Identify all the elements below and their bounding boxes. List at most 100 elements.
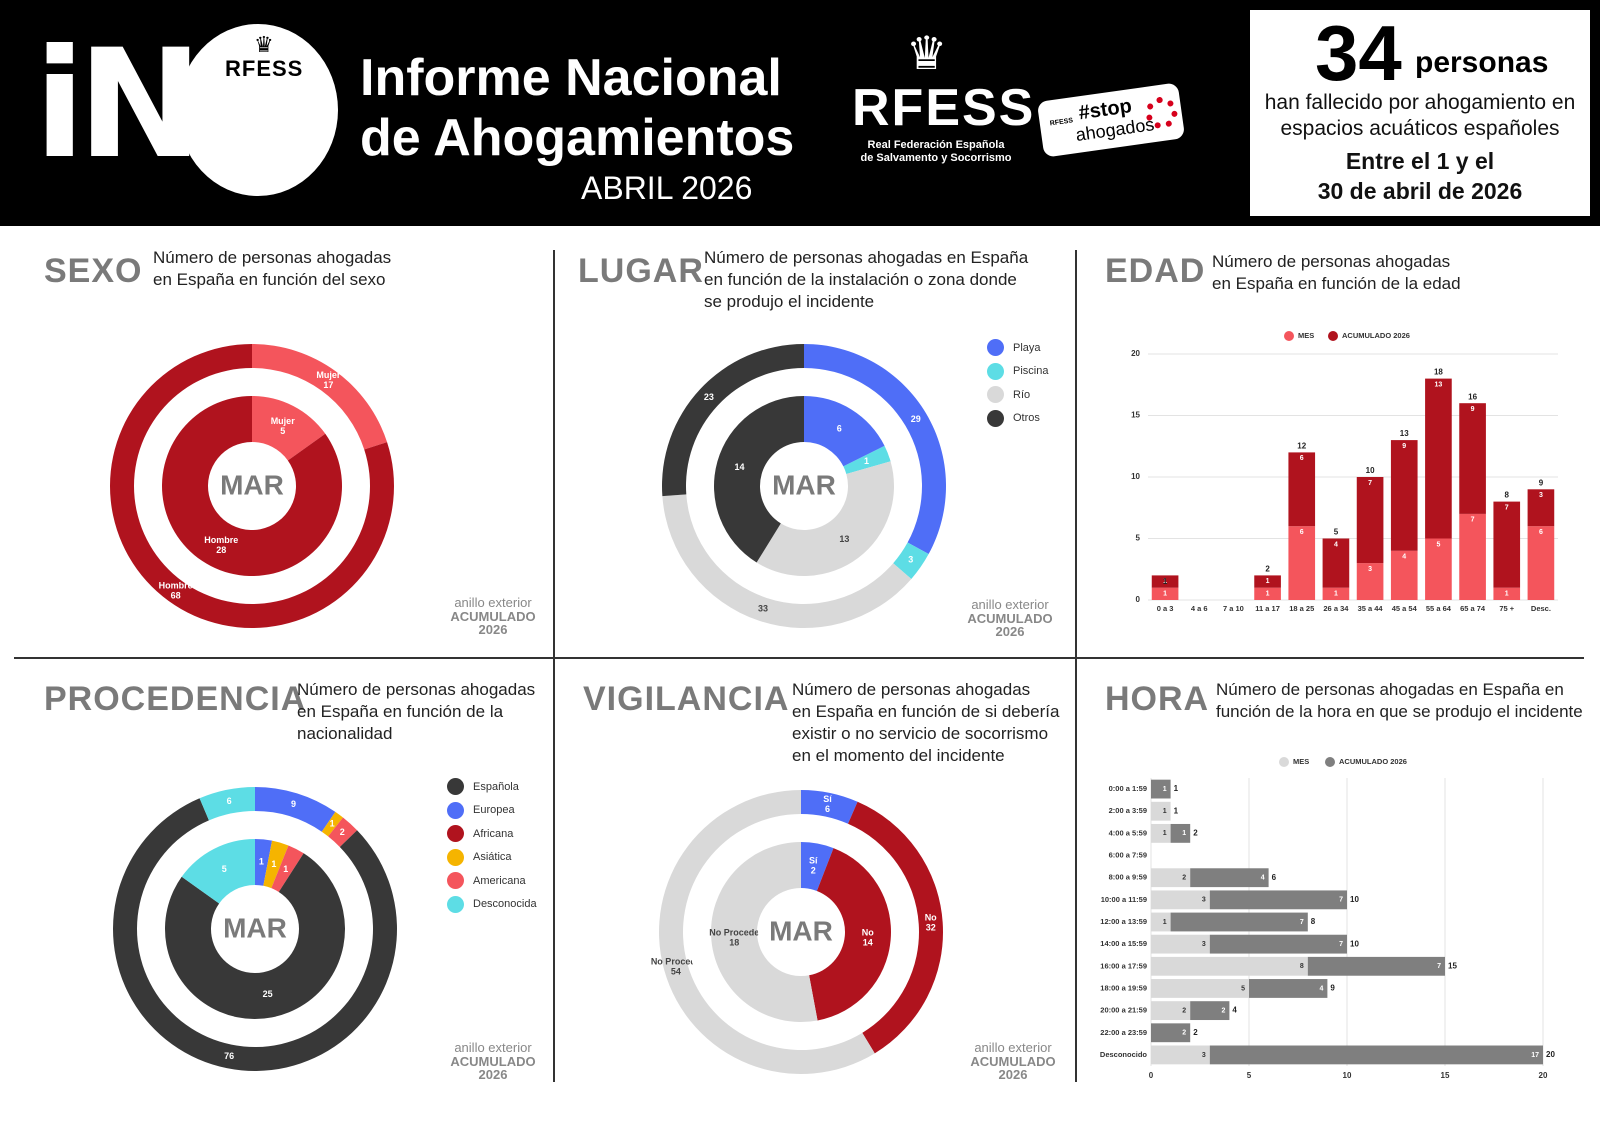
- summary-unit: personas: [1415, 46, 1549, 79]
- edad-total-label: 1: [1163, 577, 1168, 586]
- edad-bar-segment: [1527, 489, 1555, 527]
- hora-total-label: 20: [1546, 1050, 1555, 1059]
- hora-ytick-label: Desconocido: [1100, 1050, 1148, 1059]
- edad-segment-label: 1: [1266, 578, 1270, 585]
- section-desc-sexo: Número de personas ahogadas en España en…: [153, 247, 391, 291]
- legend-item: Otros: [987, 407, 1048, 431]
- section-title-vigilancia: VIGILANCIA: [583, 680, 790, 718]
- hora-segment-label: 7: [1300, 919, 1304, 926]
- edad-segment-label: 7: [1505, 504, 1509, 511]
- edad-ytick-label: 10: [1131, 472, 1140, 481]
- lugar-inner-ring-value-label: 13: [839, 534, 849, 544]
- desc-line: Número de personas ahogadas en España: [704, 248, 1029, 267]
- lugar-center-label: MAR: [772, 469, 836, 500]
- rfess-name-line2: de Salvamento y Socorrismo: [860, 152, 1012, 165]
- rfess-full-name: Real Federación Española de Salvamento y…: [850, 139, 1022, 165]
- lugar-inner-ring-value-label: 1: [864, 456, 869, 466]
- edad-segment-label: 1: [1334, 591, 1338, 598]
- hora-segment-label: 1: [1163, 919, 1167, 926]
- hora-segment-label: 8: [1300, 963, 1304, 970]
- procedencia-outer-ring-value-label: 6: [227, 796, 232, 806]
- hora-segment-label: 1: [1163, 808, 1167, 815]
- summary-line3: Entre el 1 y el: [1345, 148, 1495, 174]
- lugar-outer-ring-slice: [662, 344, 804, 497]
- legend-item: Africana: [447, 822, 537, 846]
- report-title-line2: de Ahogamientos: [360, 109, 795, 167]
- edad-segment-label: 5: [1436, 541, 1440, 548]
- lugar-inner-ring-slice: [804, 396, 885, 467]
- vigilancia-outer-ring-slice: [848, 801, 943, 1054]
- vigilancia-outer-ring-value-label: No Procede: [651, 956, 701, 966]
- edad-xtick-label: 11 a 17: [1255, 604, 1280, 613]
- hora-ytick-label: 16:00 a 17:59: [1100, 961, 1147, 970]
- procedencia-ring-gap: [142, 816, 368, 1042]
- hora-bar-segment: [1151, 956, 1308, 976]
- edad-xtick-label: Desc.: [1531, 604, 1551, 613]
- edad-total-label: 16: [1468, 392, 1477, 401]
- section-title-sexo: SEXO: [44, 252, 143, 290]
- desc-line: en el momento del incidente: [792, 746, 1005, 766]
- sexo-center-label: MAR: [220, 469, 284, 500]
- hora-total-label: 8: [1311, 917, 1316, 926]
- edad-bar-segment: [1322, 587, 1350, 600]
- summary-line4: 30 de abril de 2026: [1317, 178, 1523, 204]
- procedencia-inner-ring-slice: [255, 839, 273, 886]
- procedencia-outer-ring-slice: [328, 817, 358, 847]
- vigilancia-outer-ring-slice: [801, 790, 858, 824]
- legend-swatch: [447, 778, 464, 796]
- desc-line: en España en función de la edad: [1212, 274, 1461, 294]
- legend-item: Asiática: [447, 846, 537, 870]
- ring-note: anillo exterior ACUMULADO 2026: [950, 598, 1070, 639]
- hora-total-label: 10: [1350, 895, 1359, 904]
- legend-swatch: [987, 362, 1004, 380]
- desc-line: Número de personas ahogadas: [297, 680, 536, 699]
- stop-badge-brand: RFESS: [1049, 117, 1074, 128]
- section-title-hora: HORA: [1105, 680, 1210, 718]
- lugar-inner-ring-slice: [843, 445, 891, 474]
- hora-bar-segment: [1209, 890, 1347, 910]
- sexo-inner-ring-value-label: Mujer: [271, 416, 296, 426]
- ring-note-line1: anillo exterior: [454, 1040, 532, 1055]
- procedencia-inner-ring-value-label: 5: [222, 864, 227, 874]
- procedencia-outer-ring-value-label: 1: [330, 819, 335, 829]
- section-desc-vigilancia: Número de personas ahogadas en España en…: [792, 679, 1059, 767]
- vigilancia-inner-ring-slice: [809, 848, 892, 1021]
- hora-xtick-label: 20: [1539, 1071, 1548, 1080]
- edad-legend-label: ACUMULADO 2026: [1342, 331, 1410, 340]
- edad-bar-segment: [1390, 550, 1418, 600]
- legend-label: Americana: [473, 874, 526, 887]
- ring-note-line1: anillo exterior: [971, 597, 1049, 612]
- sexo-outer-ring-slice: [252, 344, 388, 450]
- summary-count: 34: [1315, 9, 1402, 97]
- hora-ytick-label: 8:00 a 9:59: [1109, 873, 1147, 882]
- legend-label: Playa: [1013, 341, 1041, 354]
- procedencia-outer-ring-slice: [199, 787, 255, 821]
- rfess-logo: RFESS: [852, 79, 1036, 137]
- edad-bar-segment: [1493, 501, 1521, 588]
- hora-total-label: 1: [1174, 784, 1179, 793]
- divider: [553, 250, 555, 1082]
- edad-segment-label: 1: [1163, 591, 1167, 598]
- sexo-inner-ring-slice: [161, 396, 343, 577]
- hora-bar-segment: [1170, 912, 1308, 932]
- hora-bar-segment: [1151, 979, 1249, 998]
- legend-label: Desconocida: [473, 898, 537, 911]
- hora-bar-segment: [1151, 801, 1171, 821]
- ring-note-line3: 2026: [995, 624, 1025, 640]
- edad-bar-segment: [1322, 538, 1350, 588]
- edad-bar-segment: [1527, 526, 1555, 600]
- vigilancia-outer-ring-value-label: 6: [825, 804, 830, 814]
- edad-bar-segment: [1390, 440, 1418, 551]
- hora-bar-segment: [1151, 890, 1210, 910]
- legend-label: Española: [473, 780, 519, 793]
- ring-note-line2: ACUMULADO: [450, 1053, 536, 1069]
- hora-xtick-label: 0: [1149, 1071, 1154, 1080]
- hora-ytick-label: 0:00 a 1:59: [1109, 784, 1147, 793]
- legend-item: Piscina: [987, 360, 1048, 384]
- lugar-inner-ring-slice: [714, 396, 804, 563]
- procedencia-legend: Española Europea Africana Asiática Ameri…: [447, 775, 537, 916]
- legend-item: Española: [447, 775, 537, 799]
- ring-note-line3: 2026: [478, 622, 508, 638]
- legend-item: Playa: [987, 336, 1048, 360]
- procedencia-inner-ring-value-label: 1: [259, 857, 264, 867]
